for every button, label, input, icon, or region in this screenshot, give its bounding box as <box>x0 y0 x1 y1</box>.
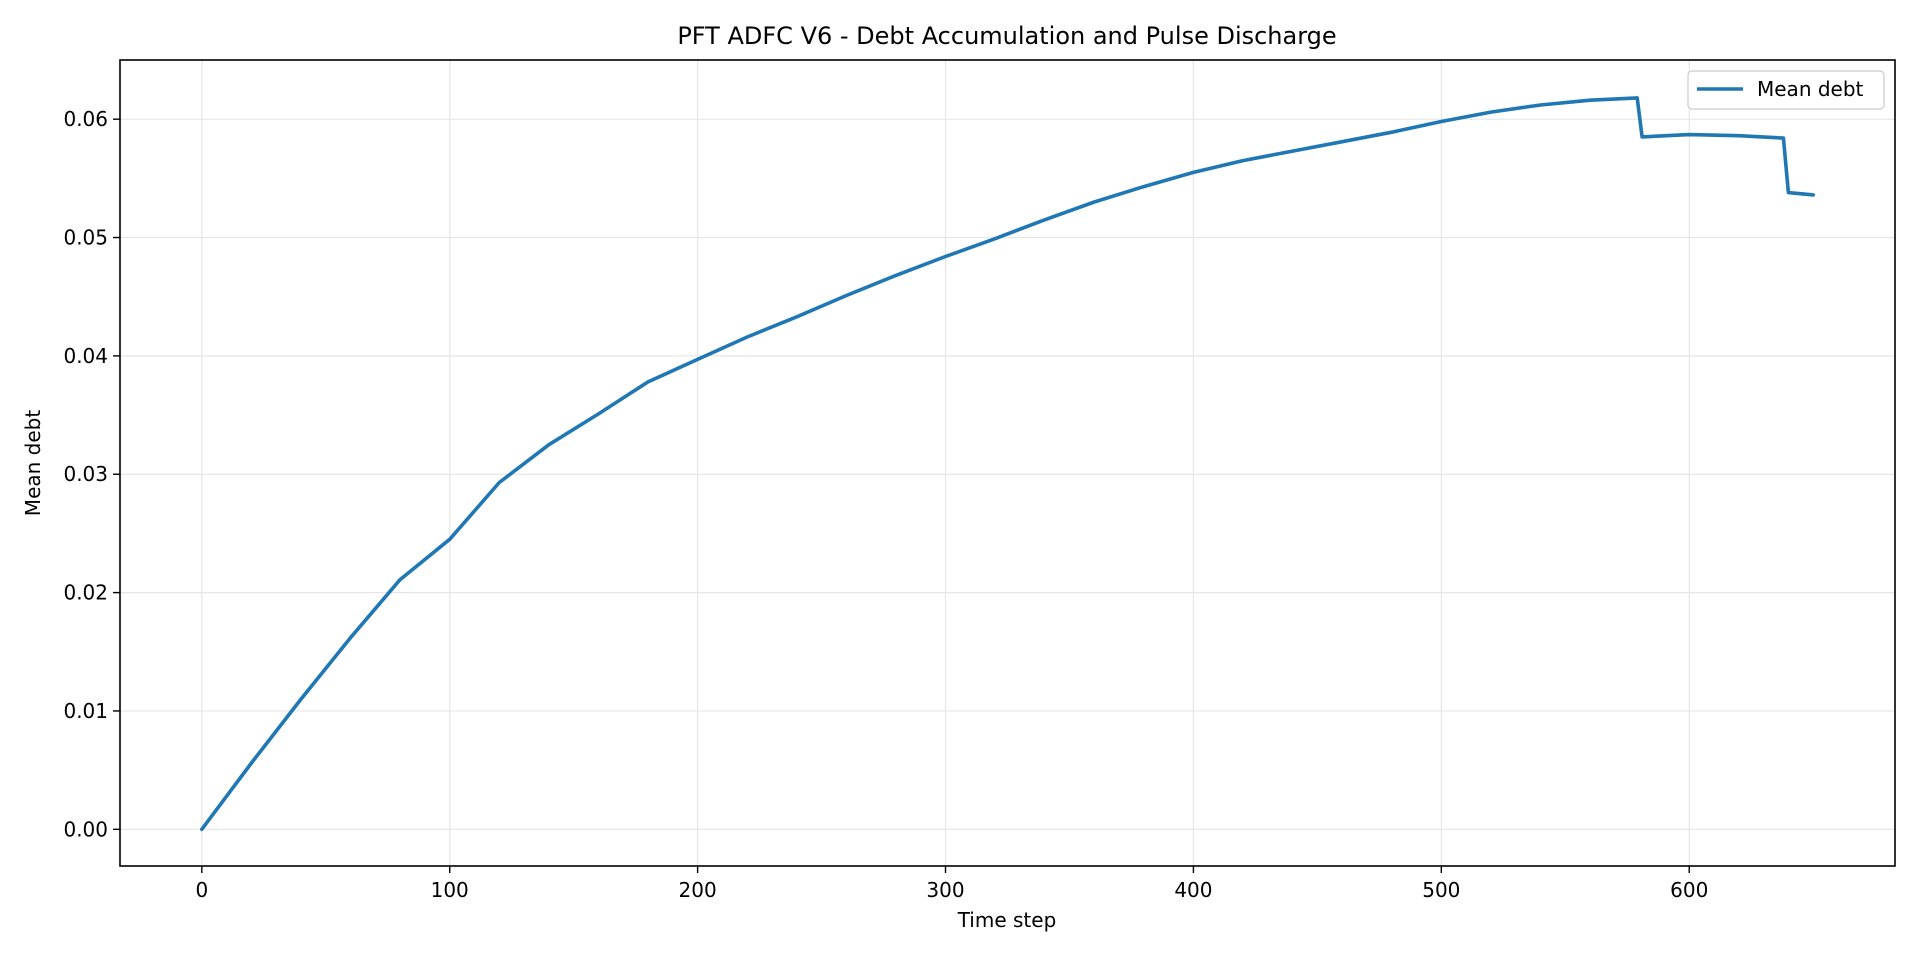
y-axis-label: Mean debt <box>21 410 45 517</box>
legend: Mean debt <box>1687 70 1885 110</box>
legend-label-mean-debt: Mean debt <box>1757 77 1864 101</box>
y-tick-label: 0.06 <box>63 107 108 131</box>
y-tick-label: 0.04 <box>63 344 108 368</box>
y-tick-label: 0.03 <box>63 462 108 486</box>
x-tick-label: 400 <box>1174 878 1212 902</box>
chart-title: PFT ADFC V6 - Debt Accumulation and Puls… <box>677 22 1336 50</box>
x-tick-label: 600 <box>1670 878 1708 902</box>
series-line-mean-debt <box>200 96 1815 832</box>
plot-frame <box>119 59 1896 867</box>
x-tick-label: 100 <box>431 878 469 902</box>
x-tick-label: 500 <box>1422 878 1460 902</box>
plot-series <box>200 96 1815 832</box>
x-ticks: 0 100 200 300 400 500 600 <box>195 866 1708 902</box>
y-tick-label: 0.00 <box>63 817 108 841</box>
y-tick-label: 0.02 <box>63 581 108 605</box>
x-axis-label: Time step <box>957 908 1057 932</box>
x-tick-label: 0 <box>195 878 208 902</box>
x-tick-label: 200 <box>679 878 717 902</box>
y-tick-label: 0.01 <box>63 699 108 723</box>
grid <box>120 60 1895 866</box>
y-ticks: 0.00 0.01 0.02 0.03 0.04 0.05 0.06 <box>63 107 120 841</box>
legend-box <box>1687 70 1885 110</box>
x-tick-label: 300 <box>926 878 964 902</box>
y-tick-label: 0.05 <box>63 226 108 250</box>
